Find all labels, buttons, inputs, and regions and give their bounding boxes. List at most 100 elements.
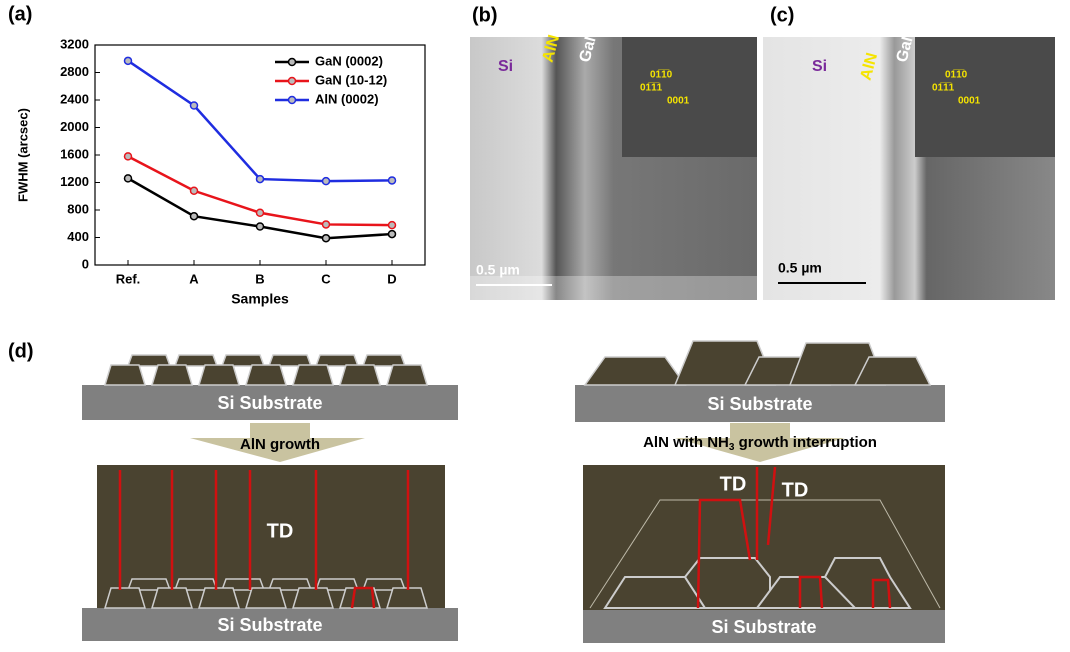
y-tick-label: 3200 — [60, 36, 89, 51]
y-tick-label: 1600 — [60, 146, 89, 161]
x-tick-label: B — [255, 271, 264, 286]
marker — [321, 176, 331, 186]
marker — [255, 222, 265, 231]
island — [150, 364, 194, 386]
fft-label: 01̅1̅1 — [640, 82, 663, 94]
substrate-label: Si Substrate — [707, 394, 812, 414]
marker — [255, 174, 265, 184]
substrate — [82, 385, 458, 420]
td-label: TD — [267, 520, 294, 542]
panel-d: (d) Si Substrate AlN growth Si Substrate… — [8, 340, 945, 643]
island — [244, 587, 288, 609]
substrate — [575, 385, 945, 422]
marker — [387, 176, 397, 185]
arrow — [675, 423, 845, 462]
x-tick-label: D — [387, 271, 396, 286]
arrow — [190, 423, 365, 462]
island — [385, 364, 429, 386]
dislocations — [696, 466, 892, 609]
fft-label: 0001 — [667, 96, 690, 107]
td-line — [766, 466, 777, 546]
marker — [123, 152, 133, 161]
island — [385, 587, 429, 609]
label-si: Si — [812, 58, 827, 75]
arrow-label: AlN with NH3 growth interruption — [643, 434, 877, 453]
legend-label: AlN (0002) — [315, 91, 379, 106]
island — [103, 587, 147, 609]
marker — [123, 56, 133, 66]
island — [314, 354, 360, 367]
marker — [321, 220, 331, 229]
y-tick-label: 2800 — [60, 64, 89, 79]
island — [150, 587, 194, 609]
substrate — [583, 610, 945, 643]
fft-label: 01̅1̅1 — [932, 82, 955, 94]
x-tick-label: A — [189, 271, 199, 286]
y-axis-label: FWHM (arcsec) — [15, 108, 30, 202]
marker — [387, 229, 397, 239]
island — [244, 364, 288, 386]
y-tick-label: 800 — [67, 201, 89, 216]
island — [103, 364, 147, 386]
fft-inset — [915, 37, 1055, 157]
panel-b: (b) Si AlN GaN 01̅1̅0 01̅1̅1 0001 0.5 µm — [470, 4, 757, 300]
substrate — [82, 608, 458, 641]
island — [291, 587, 335, 609]
marker — [189, 211, 199, 221]
island — [853, 356, 932, 386]
panel-label: (c) — [770, 4, 794, 26]
legend-label: GaN (0002) — [315, 53, 383, 68]
marker — [189, 186, 199, 195]
fft-inset — [622, 37, 757, 157]
substrate-label: Si Substrate — [711, 617, 816, 637]
marker — [255, 208, 265, 217]
island — [583, 356, 687, 386]
marker — [387, 220, 397, 230]
arrow-text: AlN with NH — [643, 434, 729, 451]
x-tick-label: C — [321, 271, 331, 286]
island — [173, 354, 219, 367]
y-tick-label: 0 — [82, 256, 89, 271]
td-line — [696, 498, 752, 609]
fft-label: 01̅1̅0 — [945, 69, 968, 81]
panel-c: (c) Si AlN GaN 01̅1̅0 01̅1̅1 0001 0.5 µm — [763, 4, 1055, 300]
island — [338, 364, 382, 386]
legend-label: GaN (10-12) — [315, 72, 387, 87]
island — [220, 354, 266, 367]
legend-marker — [287, 95, 297, 105]
label-aln: AlN — [858, 51, 882, 82]
label-si: Si — [498, 58, 513, 75]
island — [267, 354, 313, 367]
td-label: TD — [720, 473, 747, 495]
legend-marker — [287, 57, 297, 67]
island — [291, 364, 335, 386]
panel-label: (a) — [8, 3, 32, 25]
island — [197, 364, 241, 386]
y-tick-label: 2400 — [60, 91, 89, 106]
td-line — [350, 586, 376, 609]
image-shade — [470, 276, 757, 300]
substrate-label: Si Substrate — [217, 393, 322, 413]
arrow-label: AlN growth — [240, 436, 320, 453]
marker — [321, 233, 331, 243]
island — [361, 354, 407, 367]
panel-label: (d) — [8, 340, 34, 362]
scale-text: 0.5 µm — [476, 262, 520, 278]
td-line — [871, 578, 892, 609]
label-aln: AlN — [540, 33, 564, 64]
panel-label: (b) — [472, 4, 498, 26]
td-label: TD — [782, 479, 809, 501]
marker — [123, 174, 133, 183]
arrow-text: growth interruption — [734, 434, 876, 451]
marker — [189, 101, 199, 110]
chart-a: (a) Samples FWHM (arcsec) 0 400 800 1200 160… — [8, 3, 426, 307]
island — [338, 587, 382, 609]
x-axis-label: Samples — [231, 291, 289, 307]
facet — [589, 499, 941, 609]
scale-text: 0.5 µm — [778, 260, 822, 276]
legend-marker — [287, 76, 297, 86]
fft-label: 0001 — [958, 96, 981, 107]
y-tick-label: 2000 — [60, 119, 89, 134]
y-tick-label: 400 — [67, 229, 89, 244]
